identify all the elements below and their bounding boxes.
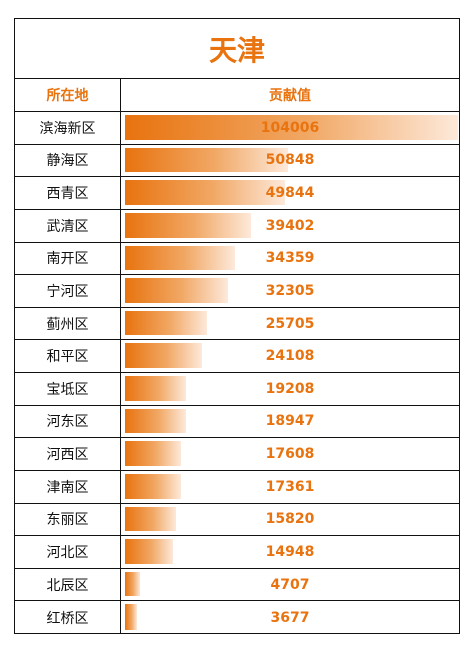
bar: [125, 506, 176, 532]
data-label: 32305: [265, 282, 315, 299]
table-row: 和平区 24108: [15, 340, 459, 373]
table-row: 宝坻区 19208: [15, 373, 459, 406]
table-rows: 滨海新区 104006 静海区 50848 西青区 49844 武清区 39402 南开区 343…: [15, 112, 459, 634]
row-location-label: 武清区: [15, 209, 121, 242]
data-label: 19208: [265, 380, 315, 397]
row-location-label: 津南区: [15, 470, 121, 503]
row-location-label: 宁河区: [15, 275, 121, 307]
data-label: 39402: [265, 217, 315, 234]
row-location-label: 河东区: [15, 405, 121, 438]
bar: [125, 604, 137, 630]
row-location-label: 河北区: [15, 536, 121, 568]
table-row: 武清区 39402: [15, 209, 459, 243]
table-row: 南开区 34359: [15, 242, 459, 276]
bar: [125, 245, 235, 271]
header-contribution: 贡献值: [121, 79, 459, 112]
data-label: 15820: [265, 511, 315, 528]
row-location-label: 和平区: [15, 340, 121, 372]
row-location-label: 西青区: [15, 177, 121, 209]
bar: [125, 441, 182, 466]
bar: [125, 115, 458, 140]
row-location-label: 东丽区: [15, 503, 121, 536]
table-row: 河东区 18947: [15, 405, 459, 439]
row-location-label: 南开区: [15, 242, 121, 275]
data-label: 34359: [265, 250, 315, 267]
table-row: 津南区 17361: [15, 470, 459, 504]
bar: [125, 343, 203, 368]
data-label: 24108: [265, 348, 315, 365]
table-row: 河西区 17608: [15, 438, 459, 471]
row-location-label: 红桥区: [15, 601, 121, 634]
bar: [125, 180, 285, 205]
data-label: 25705: [265, 315, 315, 332]
bar: [125, 539, 173, 564]
bar: [125, 278, 229, 303]
table-row: 蓟州区 25705: [15, 307, 459, 341]
table-row: 东丽区 15820: [15, 503, 459, 537]
table-row: 静海区 50848: [15, 144, 459, 178]
data-label: 4707: [270, 576, 310, 593]
data-label: 50848: [265, 152, 315, 169]
data-label: 18947: [265, 413, 315, 430]
bar: [125, 408, 186, 434]
row-location-label: 北辰区: [15, 568, 121, 601]
data-label: 17608: [265, 446, 315, 463]
row-location-label: 蓟州区: [15, 307, 121, 340]
row-location-label: 静海区: [15, 144, 121, 177]
table-row: 西青区 49844: [15, 177, 459, 210]
table-row: 宁河区 32305: [15, 275, 459, 308]
chart-title: 天津: [15, 19, 459, 79]
bar: [125, 376, 187, 401]
data-label: 49844: [265, 185, 315, 202]
bar: [125, 147, 288, 173]
bar: [125, 212, 252, 238]
header-location: 所在地: [15, 79, 121, 112]
data-label: 14948: [265, 543, 315, 560]
row-location-label: 河西区: [15, 438, 121, 470]
bar: [125, 310, 208, 336]
table-row: 滨海新区 104006: [15, 112, 459, 145]
bar: [125, 473, 181, 499]
data-label: 104006: [260, 119, 320, 136]
row-location-label: 宝坻区: [15, 373, 121, 405]
bar: [125, 571, 141, 597]
data-label: 3677: [270, 609, 310, 626]
table-row: 河北区 14948: [15, 536, 459, 569]
data-table: 天津 所在地 贡献值 滨海新区 104006 静海区 50848 西青区 49844 武清区…: [14, 18, 460, 634]
table-row: 北辰区 4707: [15, 568, 459, 602]
row-location-label: 滨海新区: [15, 112, 121, 144]
table-row: 红桥区 3677: [15, 601, 459, 634]
data-label: 17361: [265, 478, 315, 495]
